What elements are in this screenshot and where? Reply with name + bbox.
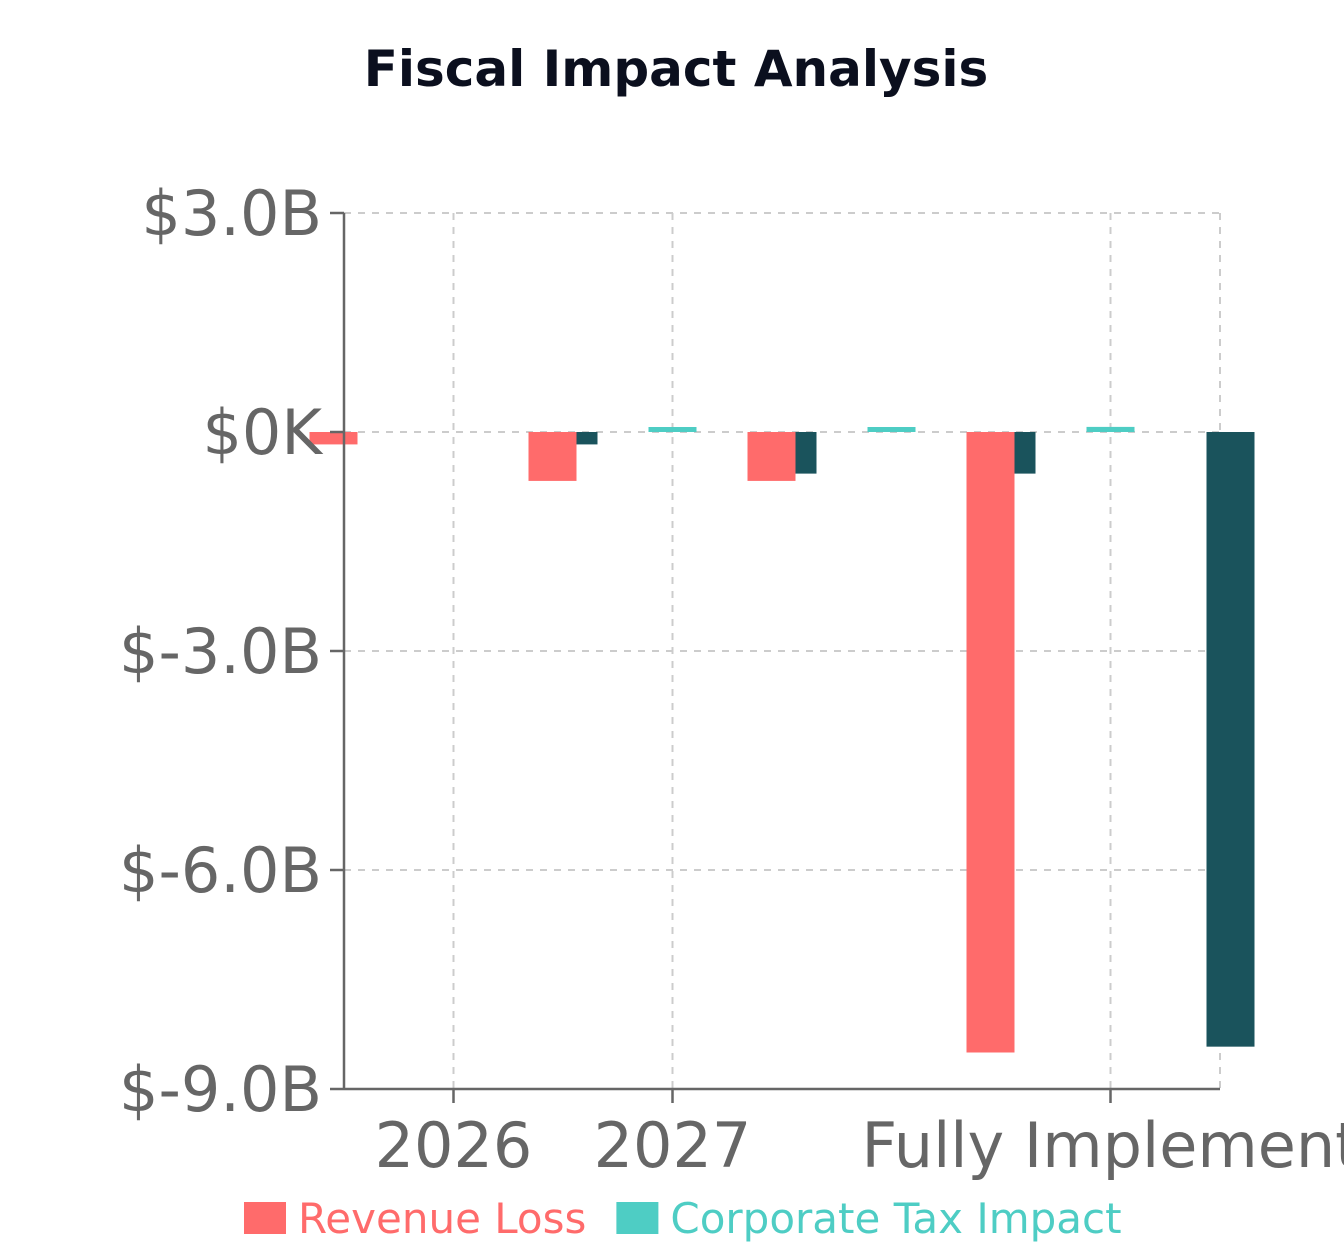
bar-corporate-tax-impact [648, 427, 697, 432]
bar-corporate-tax-impact [1086, 426, 1135, 432]
legend-swatch [244, 1202, 286, 1234]
x-tick-label: Fully Implement [862, 1109, 1344, 1182]
legend-label: Revenue Loss [298, 1194, 586, 1243]
legend: Revenue Loss Corporate Tax Impact [244, 1194, 1122, 1243]
bar-corporate-tax-impact [867, 427, 916, 432]
x-tick-label: 2026 [375, 1109, 533, 1182]
legend-label: Corporate Tax Impact [670, 1194, 1121, 1243]
bar-revenue-loss [747, 432, 796, 481]
y-tick-label: $0K [202, 396, 323, 469]
y-tick-label: $-6.0B [119, 834, 322, 907]
bar-revenue-loss [966, 432, 1015, 1053]
legend-swatch [616, 1202, 659, 1234]
bar-net-impact [1206, 432, 1255, 1047]
chart-title: Fiscal Impact Analysis [364, 40, 989, 98]
x-axis-ticks: 2026 2027 Fully Implement [375, 1089, 1344, 1182]
y-tick-label: $3.0B [141, 177, 322, 250]
x-tick-label: 2027 [594, 1109, 752, 1182]
y-axis-ticks: $3.0B $0K $-3.0B $-6.0B $-9.0B [119, 177, 344, 1126]
grid-lines [344, 212, 1221, 1090]
bar-revenue-loss [309, 432, 358, 445]
y-tick-label: $-9.0B [119, 1053, 322, 1126]
bars [309, 426, 1255, 1053]
y-tick-label: $-3.0B [119, 615, 322, 688]
bar-revenue-loss [528, 432, 577, 481]
